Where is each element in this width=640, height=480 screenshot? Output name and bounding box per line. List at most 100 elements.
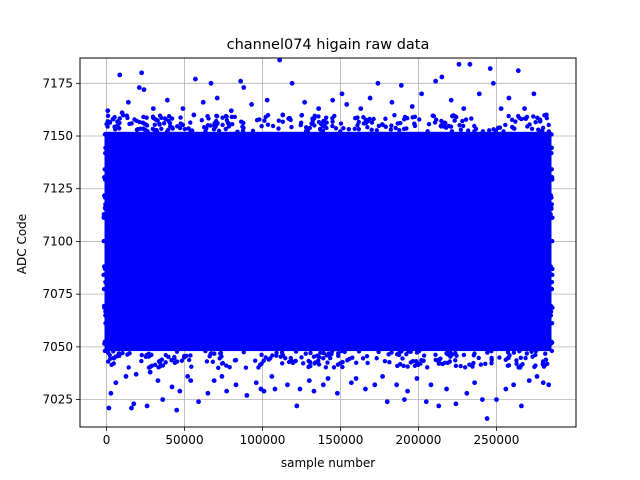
- data-point: [465, 128, 471, 133]
- data-point: [262, 118, 267, 123]
- data-point: [410, 358, 416, 364]
- data-point: [532, 364, 537, 369]
- data-point: [464, 390, 470, 396]
- data-point: [280, 112, 286, 118]
- data-point: [125, 99, 131, 105]
- data-point: [404, 352, 409, 357]
- data-point: [180, 122, 186, 128]
- data-point: [363, 120, 369, 126]
- data-point: [383, 116, 388, 121]
- data-point: [154, 129, 160, 134]
- data-point: [155, 118, 160, 123]
- data-point: [312, 123, 317, 128]
- data-point: [453, 358, 458, 363]
- data-point: [506, 95, 512, 101]
- data-point: [144, 403, 150, 409]
- x-tick-label: 150000: [318, 433, 364, 447]
- data-point: [509, 117, 515, 123]
- data-point: [139, 352, 144, 358]
- data-point: [312, 113, 317, 118]
- data-point: [289, 80, 295, 86]
- data-point: [534, 373, 540, 379]
- data-point: [252, 358, 258, 363]
- data-point: [101, 303, 107, 309]
- data-point: [330, 123, 335, 129]
- data-point: [487, 66, 493, 71]
- data-point: [365, 125, 370, 130]
- data-point: [489, 360, 494, 366]
- data-point: [139, 70, 145, 76]
- data-point: [424, 365, 430, 370]
- data-point: [531, 91, 537, 97]
- data-point: [503, 122, 508, 128]
- data-point: [330, 97, 336, 103]
- data-point: [224, 363, 229, 368]
- y-tick-label: 7100: [42, 234, 73, 248]
- data-point: [320, 128, 326, 133]
- data-point: [353, 376, 359, 381]
- data-point: [533, 348, 539, 354]
- data-point: [423, 399, 429, 405]
- y-tick-label: 7075: [42, 287, 73, 301]
- data-point: [398, 120, 403, 126]
- data-point: [101, 286, 107, 292]
- data-point: [241, 125, 246, 131]
- data-point: [174, 407, 180, 413]
- data-point: [513, 119, 518, 124]
- data-point: [163, 352, 168, 358]
- data-point: [150, 106, 156, 112]
- data-point: [461, 123, 466, 129]
- data-point: [540, 362, 545, 367]
- data-point: [412, 363, 418, 368]
- data-point: [152, 122, 158, 128]
- data-point: [169, 116, 175, 121]
- data-point: [372, 382, 378, 388]
- data-point: [259, 124, 264, 129]
- data-point: [520, 362, 525, 367]
- data-point: [316, 114, 321, 119]
- data-point: [365, 360, 370, 366]
- data-point: [125, 115, 130, 121]
- data-point: [419, 91, 424, 97]
- data-point: [212, 351, 217, 356]
- data-point: [253, 380, 259, 386]
- data-point: [337, 361, 343, 366]
- data-point: [548, 211, 553, 217]
- data-point: [430, 113, 435, 118]
- data-point: [297, 386, 303, 392]
- data-point: [264, 97, 270, 103]
- data-point: [249, 101, 254, 107]
- data-point: [311, 354, 317, 359]
- data-point: [102, 348, 108, 354]
- data-point: [228, 108, 234, 114]
- data-point: [490, 80, 496, 86]
- data-point: [529, 126, 535, 132]
- data-point: [103, 202, 108, 207]
- data-point: [360, 356, 366, 361]
- data-point: [341, 126, 346, 131]
- data-point: [103, 145, 108, 150]
- data-point: [105, 113, 111, 119]
- data-point: [321, 350, 326, 356]
- axis-ticks: 0 50000 100000 150000 200000 250000 7025 7050 70…: [42, 76, 519, 447]
- data-point: [216, 128, 222, 134]
- data-point: [487, 128, 492, 133]
- data-point: [433, 78, 439, 84]
- data-point: [155, 378, 161, 384]
- data-point: [538, 129, 544, 134]
- data-point: [380, 373, 385, 379]
- data-point: [470, 364, 475, 369]
- data-point: [546, 382, 552, 388]
- data-point: [321, 355, 326, 361]
- data-point: [316, 362, 322, 367]
- data-point: [548, 264, 554, 269]
- data-point: [549, 205, 554, 211]
- data-point: [517, 365, 523, 370]
- data-point: [241, 349, 246, 355]
- data-point: [308, 350, 313, 356]
- data-point: [485, 350, 490, 355]
- data-point: [389, 123, 394, 128]
- data-point: [131, 401, 137, 407]
- data-point: [497, 125, 503, 130]
- data-point: [511, 382, 517, 388]
